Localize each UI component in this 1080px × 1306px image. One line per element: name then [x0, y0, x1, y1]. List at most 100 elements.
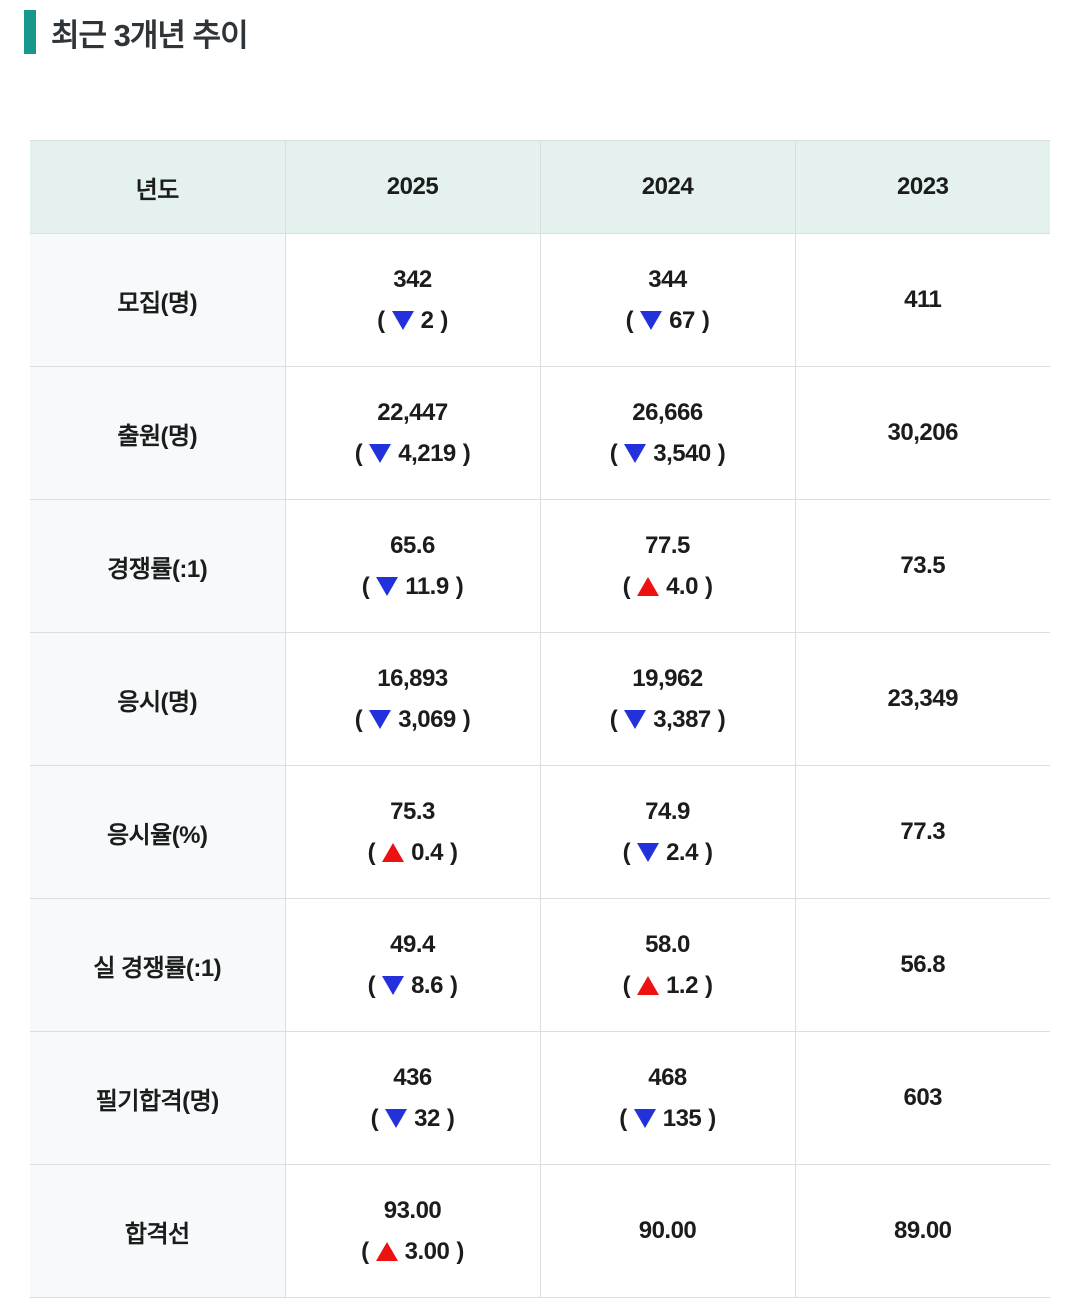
data-cell: 16,893 (3,069): [284, 632, 541, 766]
data-cell: 19,962 (3,387): [539, 632, 796, 766]
row-label: 실 경쟁률(:1): [30, 898, 286, 1032]
change-value: 8.6: [411, 971, 443, 999]
cell-value: 77.5: [645, 531, 690, 559]
close-paren: ): [717, 705, 726, 733]
open-paren: (: [361, 572, 370, 600]
data-cell: 65.6 (11.9): [284, 499, 541, 633]
change-value: 2: [420, 306, 434, 334]
cell-change: (0.4): [286, 839, 540, 867]
up-triangle-icon: [637, 577, 660, 596]
close-paren: ): [449, 971, 458, 999]
table-body: 모집(명) 342(2) 344(67) 411 출원(명) 22,447(4,219) 2…: [30, 233, 1050, 1298]
change-value: 3,540: [653, 439, 711, 467]
open-paren: (: [361, 1237, 369, 1265]
cell-value: 77.3: [900, 818, 946, 845]
data-cell: 77.5 (4.0): [539, 499, 796, 633]
change-value: 3,387: [653, 705, 711, 733]
close-paren: ): [717, 439, 726, 467]
data-cell: 73.5: [794, 499, 1050, 633]
table-row: 출원(명) 22,447 (4,219) 26,666 (3,540) 30,206: [30, 366, 1050, 500]
change-value: 3,069: [398, 705, 456, 733]
cell-value: 23,349: [887, 685, 959, 712]
open-paren: (: [622, 971, 631, 999]
close-paren: ): [455, 572, 464, 600]
trend-table: 년도 2025 2024 2023 모집(명) 342 (2) 344 (67) 411 출…: [30, 140, 1050, 1298]
cell-value: 89.00: [893, 1217, 952, 1244]
cell-value: 56.8: [900, 951, 946, 978]
open-paren: (: [609, 705, 618, 733]
data-cell: 90.00: [539, 1164, 796, 1298]
column-header-year: 년도: [30, 140, 286, 234]
title-accent-bar: [24, 10, 36, 54]
down-triangle-icon: [385, 1109, 408, 1128]
cell-value: 49.4: [390, 930, 435, 958]
open-paren: (: [367, 971, 376, 999]
page-title: 최근 3개년 추이: [51, 17, 249, 53]
data-cell: 56.8: [794, 898, 1050, 1032]
cell-value: 468: [648, 1063, 687, 1091]
table-header-row: 년도 2025 2024 2023: [30, 140, 1050, 234]
cell-change: (2): [286, 307, 540, 335]
cell-value: 73.5: [900, 552, 946, 579]
data-cell: 23,349: [794, 632, 1050, 766]
open-paren: (: [354, 705, 363, 733]
cell-value: 16,893: [377, 664, 448, 692]
open-paren: (: [609, 439, 618, 467]
data-cell: 411: [794, 233, 1050, 367]
table-row: 응시(명) 16,893 (3,069) 19,962 (3,387) 23,349: [30, 632, 1050, 766]
table-row: 경쟁률(:1) 65.6 (11.9) 77.5 (4.0) 73.5: [30, 499, 1050, 633]
column-header-2023: 2023: [794, 140, 1050, 234]
close-paren: ): [704, 572, 713, 600]
cell-value: 74.9: [645, 797, 690, 825]
row-label: 출원(명): [30, 366, 286, 500]
change-value: 4.0: [666, 572, 698, 600]
up-triangle-icon: [637, 976, 660, 995]
close-paren: ): [462, 439, 471, 467]
data-cell: 74.9 (2.4): [539, 765, 796, 899]
cell-value: 603: [903, 1084, 943, 1111]
cell-change: (2.4): [541, 839, 795, 867]
column-header-2024: 2024: [539, 140, 796, 234]
down-triangle-icon: [369, 710, 392, 729]
change-value: 11.9: [405, 572, 449, 600]
open-paren: (: [377, 306, 385, 334]
cell-value: 26,666: [632, 398, 703, 426]
data-cell: 30,206: [794, 366, 1050, 500]
open-paren: (: [622, 572, 631, 600]
data-cell: 75.3 (0.4): [284, 765, 541, 899]
open-paren: (: [625, 306, 634, 334]
table-row: 필기합격(명) 436 (32) 468 (135) 603: [30, 1031, 1050, 1165]
row-label: 응시(명): [30, 632, 286, 766]
cell-value: 19,962: [632, 664, 703, 692]
cell-value: 30,206: [887, 419, 959, 446]
change-value: 0.4: [411, 838, 443, 866]
change-value: 2.4: [666, 838, 698, 866]
column-header-2025: 2025: [284, 140, 541, 234]
close-paren: ): [462, 705, 471, 733]
down-triangle-icon: [624, 444, 647, 463]
change-value: 4,219: [398, 439, 456, 467]
cell-change: (3.00): [286, 1238, 540, 1266]
cell-value: 65.6: [390, 531, 435, 559]
close-paren: ): [704, 971, 713, 999]
close-paren: ): [704, 838, 713, 866]
cell-change: (32): [286, 1105, 540, 1133]
table-row: 응시율(%) 75.3 (0.4) 74.9 (2.4) 77.3: [30, 765, 1050, 899]
change-value: 67: [669, 306, 695, 334]
close-paren: ): [446, 1104, 455, 1132]
up-triangle-icon: [375, 1242, 398, 1261]
cell-value: 342: [393, 265, 432, 293]
down-triangle-icon: [633, 1109, 656, 1128]
row-label: 합격선: [30, 1164, 286, 1298]
cell-value: 58.0: [645, 930, 690, 958]
cell-change: (3,540): [541, 440, 795, 468]
cell-change: (11.9): [286, 573, 540, 601]
data-cell: 77.3: [794, 765, 1050, 899]
data-cell: 49.4 (8.6): [284, 898, 541, 1032]
table-row: 실 경쟁률(:1) 49.4 (8.6) 58.0 (1.2) 56.8: [30, 898, 1050, 1032]
cell-change: (3,069): [286, 706, 540, 734]
cell-change: (4.0): [541, 573, 795, 601]
data-cell: 89.00: [794, 1164, 1050, 1298]
down-triangle-icon: [376, 577, 399, 596]
data-cell: 93.00 (3.00): [284, 1164, 541, 1298]
